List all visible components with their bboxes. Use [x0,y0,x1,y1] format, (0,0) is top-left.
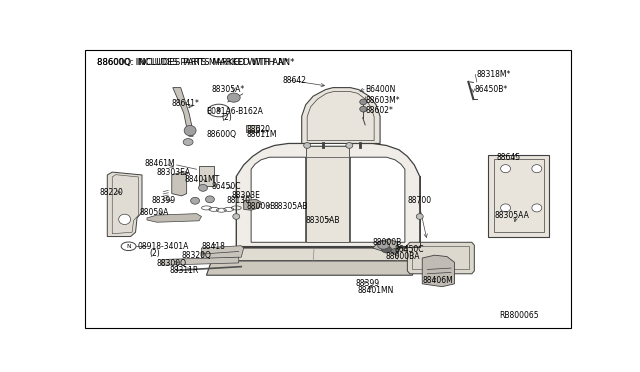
Polygon shape [202,246,244,259]
Text: B081A6-B162A: B081A6-B162A [207,108,263,116]
Text: 88418: 88418 [202,242,225,251]
Polygon shape [246,125,259,132]
Text: 88305AB: 88305AB [273,202,308,211]
Text: (2): (2) [221,113,232,122]
Polygon shape [147,214,202,222]
Polygon shape [306,146,349,157]
Text: B: B [217,108,221,113]
Ellipse shape [304,142,310,148]
Text: 88642: 88642 [282,76,307,85]
Ellipse shape [378,241,390,249]
Text: 88399: 88399 [355,279,380,288]
Ellipse shape [205,196,214,203]
Polygon shape [162,257,239,265]
Ellipse shape [233,214,240,219]
Text: 88600Q: INCLUDES PARTS MARKED WITH AN*: 88600Q: INCLUDES PARTS MARKED WITH AN* [97,58,289,67]
Ellipse shape [227,93,240,102]
Ellipse shape [381,246,392,253]
Text: 88620: 88620 [246,125,270,134]
Ellipse shape [500,165,511,173]
Text: 88305AB: 88305AB [306,216,340,225]
Text: 88303EA: 88303EA [157,168,191,177]
Text: B6400N: B6400N [365,84,396,93]
Polygon shape [422,255,454,287]
Text: 88401MT: 88401MT [184,175,220,184]
Text: 08918-3401A: 08918-3401A [137,242,188,251]
Text: 88611M: 88611M [246,130,276,140]
Ellipse shape [118,214,131,225]
Polygon shape [207,261,417,275]
Text: 88311R: 88311R [169,266,198,275]
Text: 88602*: 88602* [365,106,393,115]
Polygon shape [301,87,380,144]
Text: 88645: 88645 [497,153,521,162]
Text: 88000B: 88000B [372,238,402,247]
Ellipse shape [500,204,511,212]
Ellipse shape [532,204,542,212]
Polygon shape [488,155,548,237]
Text: 88305AA: 88305AA [494,211,529,219]
Text: RB800065: RB800065 [499,311,539,320]
Polygon shape [211,248,425,261]
Text: 86450C: 86450C [211,182,241,191]
Text: 88318M*: 88318M* [477,70,511,79]
Polygon shape [251,157,306,242]
Ellipse shape [184,125,196,136]
Ellipse shape [183,139,193,145]
Polygon shape [244,199,261,210]
Text: 88399: 88399 [152,196,176,205]
Ellipse shape [360,99,367,105]
Polygon shape [236,144,420,247]
Polygon shape [173,87,193,136]
Ellipse shape [198,185,207,191]
Text: 88406M: 88406M [422,276,453,285]
Text: 88050A: 88050A [140,208,169,217]
Text: 88130: 88130 [227,196,250,205]
Text: 88303E: 88303E [231,190,260,199]
Text: 88603M*: 88603M* [365,96,400,105]
Polygon shape [172,172,187,196]
Text: 86450B*: 86450B* [474,84,508,93]
Text: (2): (2) [150,248,160,258]
Ellipse shape [416,214,423,219]
Text: 88700: 88700 [408,196,431,205]
Polygon shape [108,172,142,237]
Ellipse shape [532,165,542,173]
Text: 88305A*: 88305A* [211,84,244,93]
Ellipse shape [346,142,353,148]
Text: 88320Q: 88320Q [182,251,212,260]
FancyBboxPatch shape [85,50,571,328]
Ellipse shape [360,106,367,112]
Ellipse shape [191,197,200,204]
Text: N: N [126,244,131,249]
Text: 88461M: 88461M [145,159,175,168]
Text: 88600Q: INCLUDES PARTS MARKED WITH AN*: 88600Q: INCLUDES PARTS MARKED WITH AN* [97,58,295,67]
Circle shape [121,242,136,251]
Text: 88300Q: 88300Q [157,259,187,268]
Text: 88000BA: 88000BA [385,252,420,261]
Polygon shape [306,146,349,242]
Polygon shape [408,242,474,274]
Text: 86450C: 86450C [395,245,424,254]
Polygon shape [350,157,405,242]
Text: 88000B: 88000B [246,202,275,211]
Polygon shape [372,240,397,252]
Text: 88600Q: 88600Q [207,130,237,140]
Polygon shape [199,166,214,186]
Circle shape [208,104,230,117]
Text: 88220: 88220 [100,187,124,197]
Text: 88401MN: 88401MN [358,286,394,295]
Ellipse shape [391,248,399,254]
Text: 88641*: 88641* [172,99,200,108]
